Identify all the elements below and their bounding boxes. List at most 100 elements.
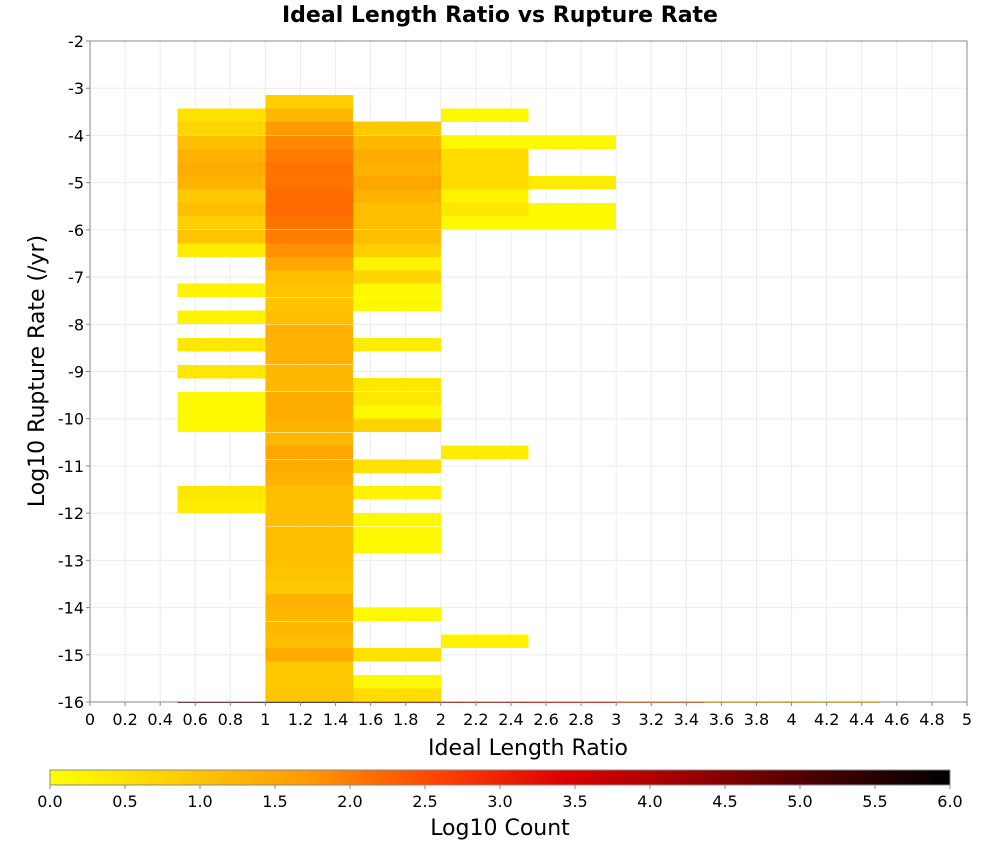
heatmap-cell [353,540,441,554]
heatmap-cell [353,283,441,298]
heatmap-cell [177,243,266,258]
y-tick-label: -4 [68,126,84,145]
heatmap-cell [353,513,441,527]
heatmap-cell [528,176,617,190]
y-tick-label: -3 [68,79,84,98]
heatmap-cell [440,216,529,230]
heatmap-cell [177,310,266,325]
heatmap-cell [177,202,266,217]
colorbar-tick-label: 4.0 [637,792,662,811]
heatmap-cell [265,553,354,568]
heatmap-cell [353,189,441,203]
x-tick-label: 3.2 [639,710,664,729]
heatmap-cell [177,391,266,406]
x-tick-label: 4.2 [814,710,839,729]
x-tick-label: 1.6 [358,710,383,729]
heatmap-cell [440,149,529,163]
colorbar-tick-label: 2.5 [412,792,437,811]
heatmap-cell [265,297,354,311]
heatmap-cell [353,270,441,284]
heatmap-cell [353,176,441,190]
heatmap-cell [177,108,266,123]
x-tick-label: 3.4 [674,710,699,729]
heatmap-cell [177,364,266,379]
heatmap-cell [353,243,441,258]
heatmap-cell [265,94,354,109]
heatmap-cell [177,162,266,176]
heatmap-cell [265,216,354,230]
heatmap-cell [353,149,441,163]
colorbar-tick-label: 3.0 [487,792,512,811]
colorbar-tick-label: 5.0 [787,792,812,811]
y-tick-label: -9 [68,363,84,382]
heatmap-cell [353,648,441,662]
heatmap-cell [265,189,354,203]
heatmap-cell [265,593,354,608]
heatmap-cell [265,405,354,419]
heatmap-cell [353,391,441,406]
heatmap-cell [440,135,529,149]
y-tick-label: -7 [68,268,84,287]
heatmap-cell [353,675,441,689]
heatmap-cell [265,499,354,513]
heatmap-cell [353,418,441,433]
y-tick-label: -10 [58,410,84,429]
heatmap-cell [265,634,354,648]
colorbar-tick-label: 0.5 [112,792,137,811]
heatmap-cell [177,121,266,136]
x-tick-label: 0.2 [112,710,137,729]
x-tick-label: 4 [787,710,797,729]
heatmap-cell [440,202,529,217]
x-tick-label: 1.2 [288,710,313,729]
heatmap-cell [353,405,441,419]
colorbar-label: Log10 Count [430,816,570,841]
y-tick-label: -11 [58,457,84,476]
heatmap-cell [265,621,354,635]
x-tick-label: 0.8 [218,710,243,729]
heatmap-cell [440,445,529,460]
heatmap-cell [265,324,354,338]
heatmap-cell [265,176,354,190]
heatmap-cell [265,337,354,352]
heatmap-cell [353,459,441,473]
heatmap-cell [177,405,266,419]
heatmap-cell [265,270,354,284]
y-tick-label: -16 [58,693,84,712]
heatmap-cell [353,162,441,176]
heatmap-cell [265,162,354,176]
y-axis-label: Log10 Rupture Rate (/yr) [25,235,50,507]
colorbar-tick-label: 4.5 [712,792,737,811]
heatmap-cell [265,283,354,298]
heatmap-cell [265,351,354,365]
heatmap-cell [265,256,354,271]
heatmap-cell [528,202,617,217]
heatmap-cell [265,432,354,446]
x-tick-label: 3.6 [709,710,734,729]
heatmap-cell [353,297,441,311]
heatmap-cell [265,472,354,487]
heatmap-cell [353,337,441,352]
heatmap-cell [528,216,617,230]
heatmap-cell [353,229,441,244]
y-tick-label: -2 [68,32,84,51]
heatmap-cell [265,566,354,581]
heatmap-cell [265,108,354,123]
heatmap-cell [353,121,441,136]
heatmap-cell [440,634,529,648]
x-tick-label: 5 [962,710,972,729]
colorbar-ticks: 0.0 0.5 1.0 1.5 2.0 2.5 3.0 3.5 4.0 4.5 5.0 5.5 6.0 [37,785,963,811]
colorbar-tick-label: 3.5 [562,792,587,811]
heatmap-cell [177,229,266,244]
colorbar [49,769,951,786]
x-tick-label: 2.4 [498,710,523,729]
heatmap-cell [177,176,266,190]
heatmap-cell [177,486,266,500]
heatmap-cell [265,688,354,702]
x-tick-label: 2.6 [533,710,558,729]
x-tick-label: 2 [436,710,446,729]
heatmap-cell [265,135,354,149]
heatmap-cell [353,135,441,149]
y-tick-label: -5 [68,174,84,193]
heatmap-cell [265,202,354,217]
heatmap-cells [177,94,880,703]
